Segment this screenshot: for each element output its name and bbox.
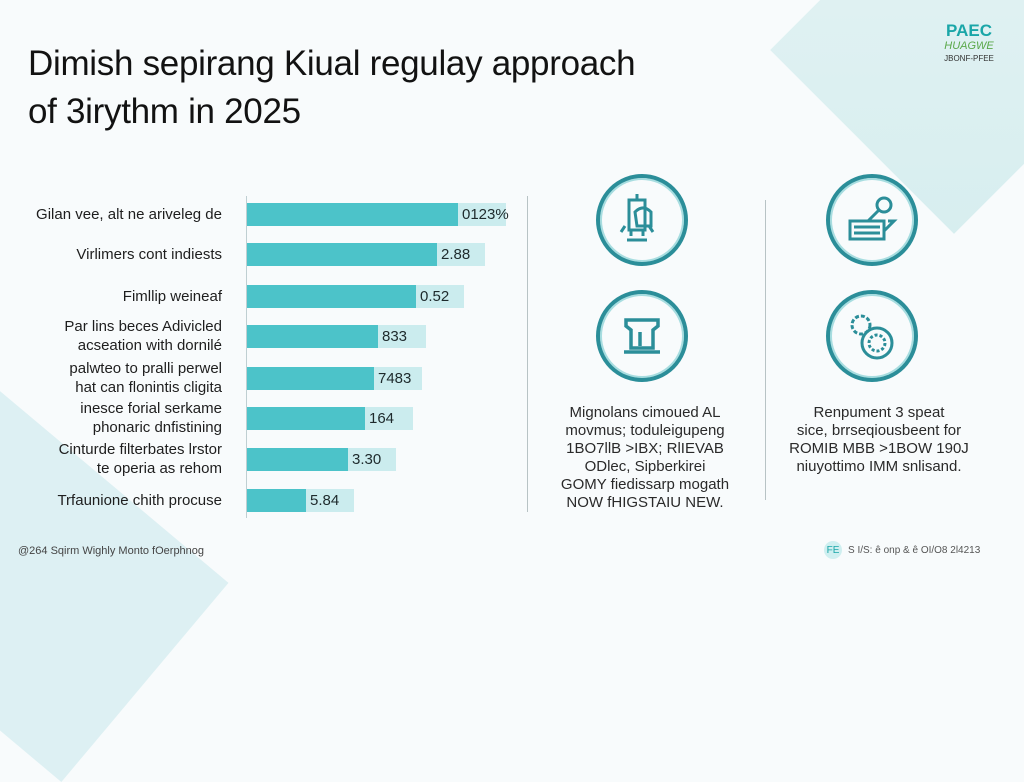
category-label: Fimllip weineaf [123,287,222,306]
caption-line: Mignolans cimoued AL [569,404,721,421]
bar [247,325,378,348]
bar [247,489,306,512]
logo: PAEC HUAGWE JBONF-PFEE [938,22,1000,65]
bar-row: 5.84 [247,489,354,512]
bar-row: 3.30 [247,448,396,471]
category-label: Gilan vee, alt ne ariveleg de [36,205,222,224]
caption-left: Mignolans cimoued AL movmus; toduleigupe… [545,404,745,512]
bar [247,448,348,471]
category-label-line: Par lins beces Adivicled [64,318,222,335]
bar [247,367,374,390]
category-label-line: acseation with dornilé [77,337,222,354]
page-title: Dimish sepirang Kiual regulay approach o… [28,40,636,136]
logo-line-2: HUAGWE [944,40,994,52]
keyboard-magnifier-icon [826,174,918,266]
caption-line: ODlec, Sipberkirei [584,458,706,475]
bar [247,407,365,430]
footer-right: FE S I/S: ê onp & ê OI/O8 2l4213 [824,541,980,559]
title-line-1: Dimish sepirang Kiual regulay approach [28,44,636,83]
pedestal-icon [596,290,688,382]
logo-line-3: JBONF-PFEE [944,54,994,63]
data-label: 7483 [378,370,412,387]
bar-row: 7483 [247,367,422,390]
category-label-line: Trfaunione chith procuse [57,492,222,509]
logo-line-1: PAEC [946,21,992,40]
lab-apparatus-icon [596,174,688,266]
caption-line: ROMIB MBB >1BOW 190J [789,440,969,457]
footer-copyright: @264 Sqirm Wighly Monto fOerphnog [18,545,205,557]
divider [527,196,528,512]
category-label: palwteo to pralli perwel hat can floninti… [69,359,222,397]
data-label: 0.52 [420,288,450,305]
caption-line: GOMY fiedissarp mogath [560,476,730,493]
caption-line: sice, brrseqiousbeent for [796,422,962,439]
data-label: 2.88 [441,246,471,263]
bar-row: 0.52 [247,285,464,308]
data-label: 164 [369,410,395,427]
divider [765,200,766,500]
category-label-line: phonaric dnfistining [92,419,222,436]
category-label: Trfaunione chith procuse [57,491,222,510]
category-label-line: palwteo to pralli perwel [69,360,222,377]
category-label: Cinturde filterbates lrstor te operia as … [59,440,222,478]
caption-line: movmus; toduleigupeng [565,422,725,439]
caption-line: 1BO7llB >IBX; RlIEVAB [566,440,724,457]
caption-line: Renpument 3 speat [813,404,945,421]
category-label: inesce forial serkame phonaric dnfistinin… [80,399,222,437]
bar-row: 0123% [247,203,509,226]
footer-badge: FE [824,541,842,559]
bar-row: 2.88 [247,243,485,266]
footer-date: S I/S: ê onp & ê OI/O8 2l4213 [848,544,981,556]
bar-row: 833 [247,325,426,348]
category-label-line: Virlimers cont indiests [76,246,222,263]
chart-axis [246,196,247,518]
data-label: 0123% [462,206,509,223]
category-label-line: inesce forial serkame [80,400,222,417]
category-label: Virlimers cont indiests [76,245,222,264]
bar [247,243,437,266]
gear-cell-icon [826,290,918,382]
category-label-line: Gilan vee, alt ne ariveleg de [36,206,222,223]
data-label: 833 [382,328,408,345]
category-label: Par lins beces Adivicled acseation with d… [64,317,222,355]
bar [247,285,416,308]
bar [247,203,458,226]
category-label-line: Fimllip weineaf [122,288,222,305]
title-line-2: of 3irythm in 2025 [28,92,301,131]
category-label-line: te operia as rehom [96,460,222,477]
category-label-line: Cinturde filterbates lrstor [58,441,222,458]
data-label: 3.30 [352,451,382,468]
category-label-line: hat can flonintis cligita [75,379,222,396]
caption-right: Renpument 3 speat sice, brrseqiousbeent … [772,404,986,476]
data-label: 5.84 [310,492,340,509]
caption-line: NOW fHIGSTAIU NEW. [566,494,724,511]
caption-line: niuyottimo IMM snlisand. [796,458,962,475]
bar-row: 164 [247,407,413,430]
